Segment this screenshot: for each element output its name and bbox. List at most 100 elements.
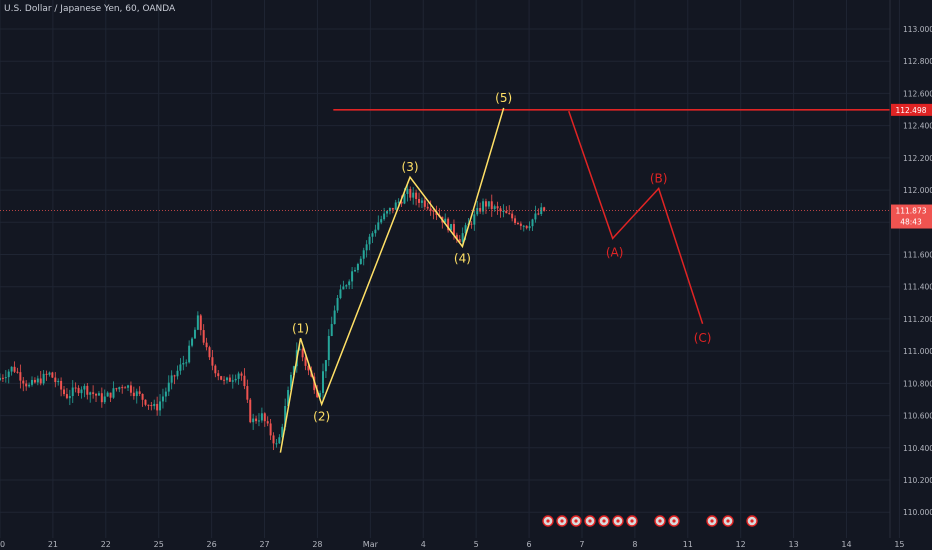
candle-body <box>394 202 397 210</box>
candle-body <box>228 377 231 382</box>
time-tick-label: 26 <box>207 540 217 549</box>
candle-body <box>57 380 60 383</box>
resistance-price-label: 112.498 <box>895 106 926 115</box>
candle-body <box>182 362 185 365</box>
candle-body <box>476 208 479 215</box>
event-flag[interactable] <box>612 515 624 527</box>
candle-body <box>260 413 263 421</box>
event-flag[interactable] <box>706 515 718 527</box>
time-tick-label: 8 <box>632 540 637 549</box>
candle-body <box>287 390 290 407</box>
candle-body <box>36 378 39 383</box>
candle-body <box>33 379 36 383</box>
candle-body <box>464 225 467 234</box>
time-tick-label: 12 <box>736 540 746 549</box>
candle-body <box>298 348 301 351</box>
candle-body <box>63 389 66 395</box>
candle-body <box>92 392 95 394</box>
candle-body <box>170 375 173 383</box>
event-flag-dot <box>726 519 730 523</box>
event-flag-dot <box>588 519 592 523</box>
candle-body <box>377 222 380 230</box>
time-tick-label: 25 <box>154 540 164 549</box>
price-tick-label: 112.800 <box>903 57 932 66</box>
candle-body <box>106 392 109 397</box>
candle-body <box>327 335 330 361</box>
candle-body <box>493 206 496 209</box>
candle-body <box>447 218 450 231</box>
price-tick-label: 112.600 <box>903 89 932 98</box>
event-flag[interactable] <box>626 515 638 527</box>
event-flag[interactable] <box>746 515 758 527</box>
candle-body <box>237 373 240 379</box>
price-tick-label: 110.600 <box>903 412 932 421</box>
candle-body <box>511 213 514 219</box>
price-tick-label: 111.200 <box>903 315 932 324</box>
time-tick-label: 22 <box>101 540 111 549</box>
event-flag[interactable] <box>668 515 680 527</box>
event-flag[interactable] <box>598 515 610 527</box>
bar-countdown-label: 48:43 <box>900 218 922 227</box>
event-flag-dot <box>750 519 754 523</box>
candle-body <box>161 396 164 402</box>
wave-label: (C) <box>694 331 712 345</box>
candle-body <box>426 206 429 209</box>
candle-body <box>185 362 188 364</box>
candle-body <box>487 201 490 207</box>
candle-body <box>420 200 423 203</box>
candle-body <box>7 371 10 378</box>
time-tick-label: Mar <box>363 540 379 549</box>
candle-body <box>25 383 28 387</box>
candle-body <box>199 315 202 331</box>
candle-body <box>354 270 357 272</box>
candle-body <box>31 379 34 385</box>
candle-body <box>54 377 57 383</box>
correction-wave-line <box>568 110 704 324</box>
candle-body <box>208 347 211 358</box>
candle-body <box>1 377 4 379</box>
candle-body <box>386 211 389 214</box>
candle-body <box>362 250 365 259</box>
time-tick-label: 14 <box>841 540 851 549</box>
candle-body <box>345 285 348 287</box>
candle-body <box>324 360 327 372</box>
candle-body <box>132 392 135 397</box>
candle-body <box>473 214 476 225</box>
event-flag[interactable] <box>570 515 582 527</box>
candle-body <box>115 388 118 390</box>
candle-body <box>240 373 243 376</box>
candle-body <box>112 388 115 398</box>
wave-label: (4) <box>454 251 471 265</box>
candle-body <box>365 244 368 251</box>
candle-body <box>415 192 418 199</box>
candle-body <box>418 198 421 203</box>
candle-body <box>502 210 505 212</box>
event-flag-dot <box>672 519 676 523</box>
event-flag[interactable] <box>722 515 734 527</box>
candle-body <box>406 188 409 194</box>
candle-body <box>150 405 153 407</box>
event-flag[interactable] <box>584 515 596 527</box>
candle-body <box>80 389 83 394</box>
time-tick-label: 13 <box>789 540 799 549</box>
candle-body <box>496 206 499 209</box>
candle-body <box>196 315 199 330</box>
candle-body <box>383 213 386 220</box>
candle-body <box>522 225 525 227</box>
price-tick-label: 112.200 <box>903 154 932 163</box>
event-flag[interactable] <box>542 515 554 527</box>
candle-body <box>13 366 16 372</box>
time-tick-label: 11 <box>683 540 693 549</box>
price-tick-label: 110.400 <box>903 444 932 453</box>
candle-body <box>0 377 1 381</box>
candle-body <box>304 357 307 366</box>
economic-events[interactable] <box>542 515 758 527</box>
candle-body <box>348 281 351 286</box>
event-flag[interactable] <box>556 515 568 527</box>
candle-body <box>351 271 354 282</box>
event-flag[interactable] <box>654 515 666 527</box>
last-price-label: 111.873 <box>895 207 926 216</box>
time-axis[interactable]: 20 21 22 25 26 27 28 Mar 4 5 6 7 8 11 12 13 14 15 <box>0 540 905 549</box>
candle-body <box>519 223 522 226</box>
